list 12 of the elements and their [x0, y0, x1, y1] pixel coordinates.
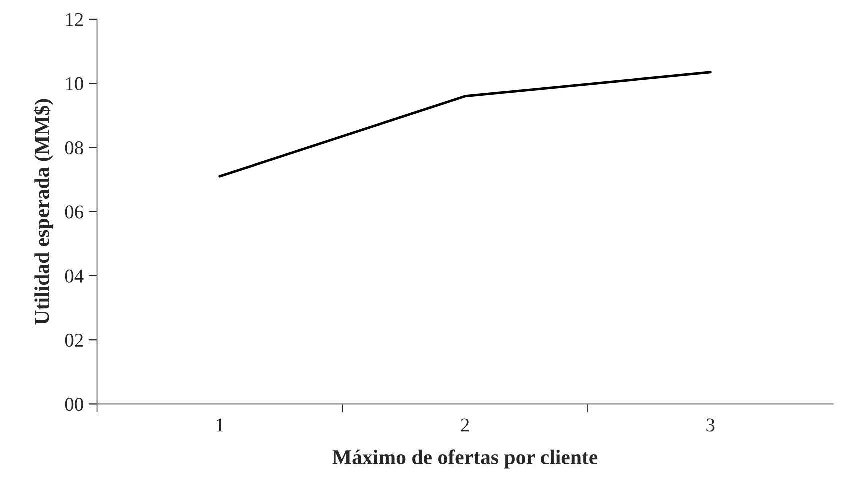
y-tick-label: 06	[65, 206, 84, 219]
x-tick-label: 1	[216, 418, 224, 432]
x-axis-title: Máximo de ofertas por cliente	[332, 450, 598, 469]
y-tick-label: 10	[66, 77, 84, 91]
y-tick-label: 12	[66, 13, 84, 26]
y-tick-label: 04	[65, 270, 84, 283]
y-tick-label: 08	[65, 142, 84, 155]
x-tick-label: 3	[706, 418, 715, 432]
y-tick-label: 02	[65, 334, 84, 348]
y-tick-label: 00	[65, 398, 84, 412]
y-axis-title: Utilidad esperada (MM$)	[34, 99, 54, 325]
x-tick-label: 2	[461, 418, 470, 432]
